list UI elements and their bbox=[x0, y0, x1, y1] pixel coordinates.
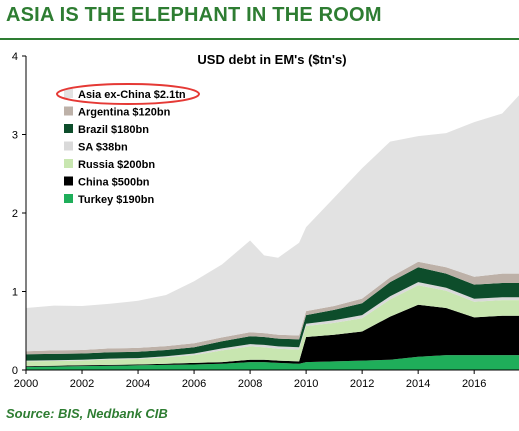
area-russia-200bn bbox=[26, 285, 519, 367]
x-tick-label: 2004 bbox=[126, 378, 150, 390]
y-tick-label: 2 bbox=[12, 208, 18, 220]
legend-label-argentina-120bn: Argentina $120bn bbox=[78, 107, 171, 119]
y-tick-label: 0 bbox=[12, 365, 18, 377]
legend-swatch-brazil-180bn bbox=[64, 124, 73, 133]
chart-axes: 0 1 2 3 4 2000 2002 2004 2006 2008 2010 2012 2014 201… bbox=[12, 51, 519, 390]
legend-label-brazil-180bn: Brazil $180bn bbox=[78, 124, 149, 136]
chart-areas bbox=[26, 95, 519, 370]
x-tick-label: 2014 bbox=[406, 378, 430, 390]
legend-label-russia-200bn: Russia $200bn bbox=[78, 159, 155, 171]
title-divider bbox=[0, 38, 519, 40]
legend-swatch-russia-200bn bbox=[64, 159, 73, 168]
page-title: ASIA IS THE ELEPHANT IN THE ROOM bbox=[6, 4, 382, 26]
area-china-500bn bbox=[26, 304, 519, 367]
legend-swatch-sa-38bn bbox=[64, 141, 73, 151]
y-tick-label: 3 bbox=[12, 130, 18, 142]
area-asia-ex-china-2-1tn bbox=[26, 95, 519, 352]
legend-label-turkey-190bn: Turkey $190bn bbox=[78, 194, 155, 206]
area-turkey-190bn bbox=[26, 355, 519, 370]
x-tick-label: 2016 bbox=[462, 378, 486, 390]
x-tick-label: 2006 bbox=[182, 378, 206, 390]
legend-swatch-turkey-190bn bbox=[64, 194, 73, 203]
legend-swatch-asia-ex-china-2-1tn bbox=[64, 89, 73, 98]
x-tick-label: 2000 bbox=[14, 378, 38, 390]
x-tick-label: 2002 bbox=[70, 378, 94, 390]
chart-legend: Asia ex-China $2.1tn Argentina $120bn Braz… bbox=[56, 83, 200, 206]
y-tick-label: 1 bbox=[12, 287, 18, 299]
area-argentina-120bn bbox=[26, 261, 519, 355]
legend-label-china-500bn: China $500bn bbox=[78, 177, 150, 189]
source-note: Source: BIS, Nedbank CIB bbox=[6, 406, 168, 421]
legend-highlight-ring bbox=[56, 83, 200, 105]
x-tick-label: 2008 bbox=[238, 378, 262, 390]
x-tick-label: 2010 bbox=[294, 378, 318, 390]
legend-swatch-argentina-120bn bbox=[64, 106, 73, 116]
y-tick-label: 4 bbox=[12, 51, 18, 63]
legend-swatch-china-500bn bbox=[64, 176, 73, 186]
legend-label-asia-ex-china-2-1tn: Asia ex-China $2.1tn bbox=[78, 89, 186, 101]
x-tick-label: 2012 bbox=[350, 378, 374, 390]
chart-title: USD debt in EM's ($tn's) bbox=[197, 52, 346, 67]
area-brazil-180bn bbox=[26, 267, 519, 361]
legend-label-sa-38bn: SA $38bn bbox=[78, 142, 128, 154]
